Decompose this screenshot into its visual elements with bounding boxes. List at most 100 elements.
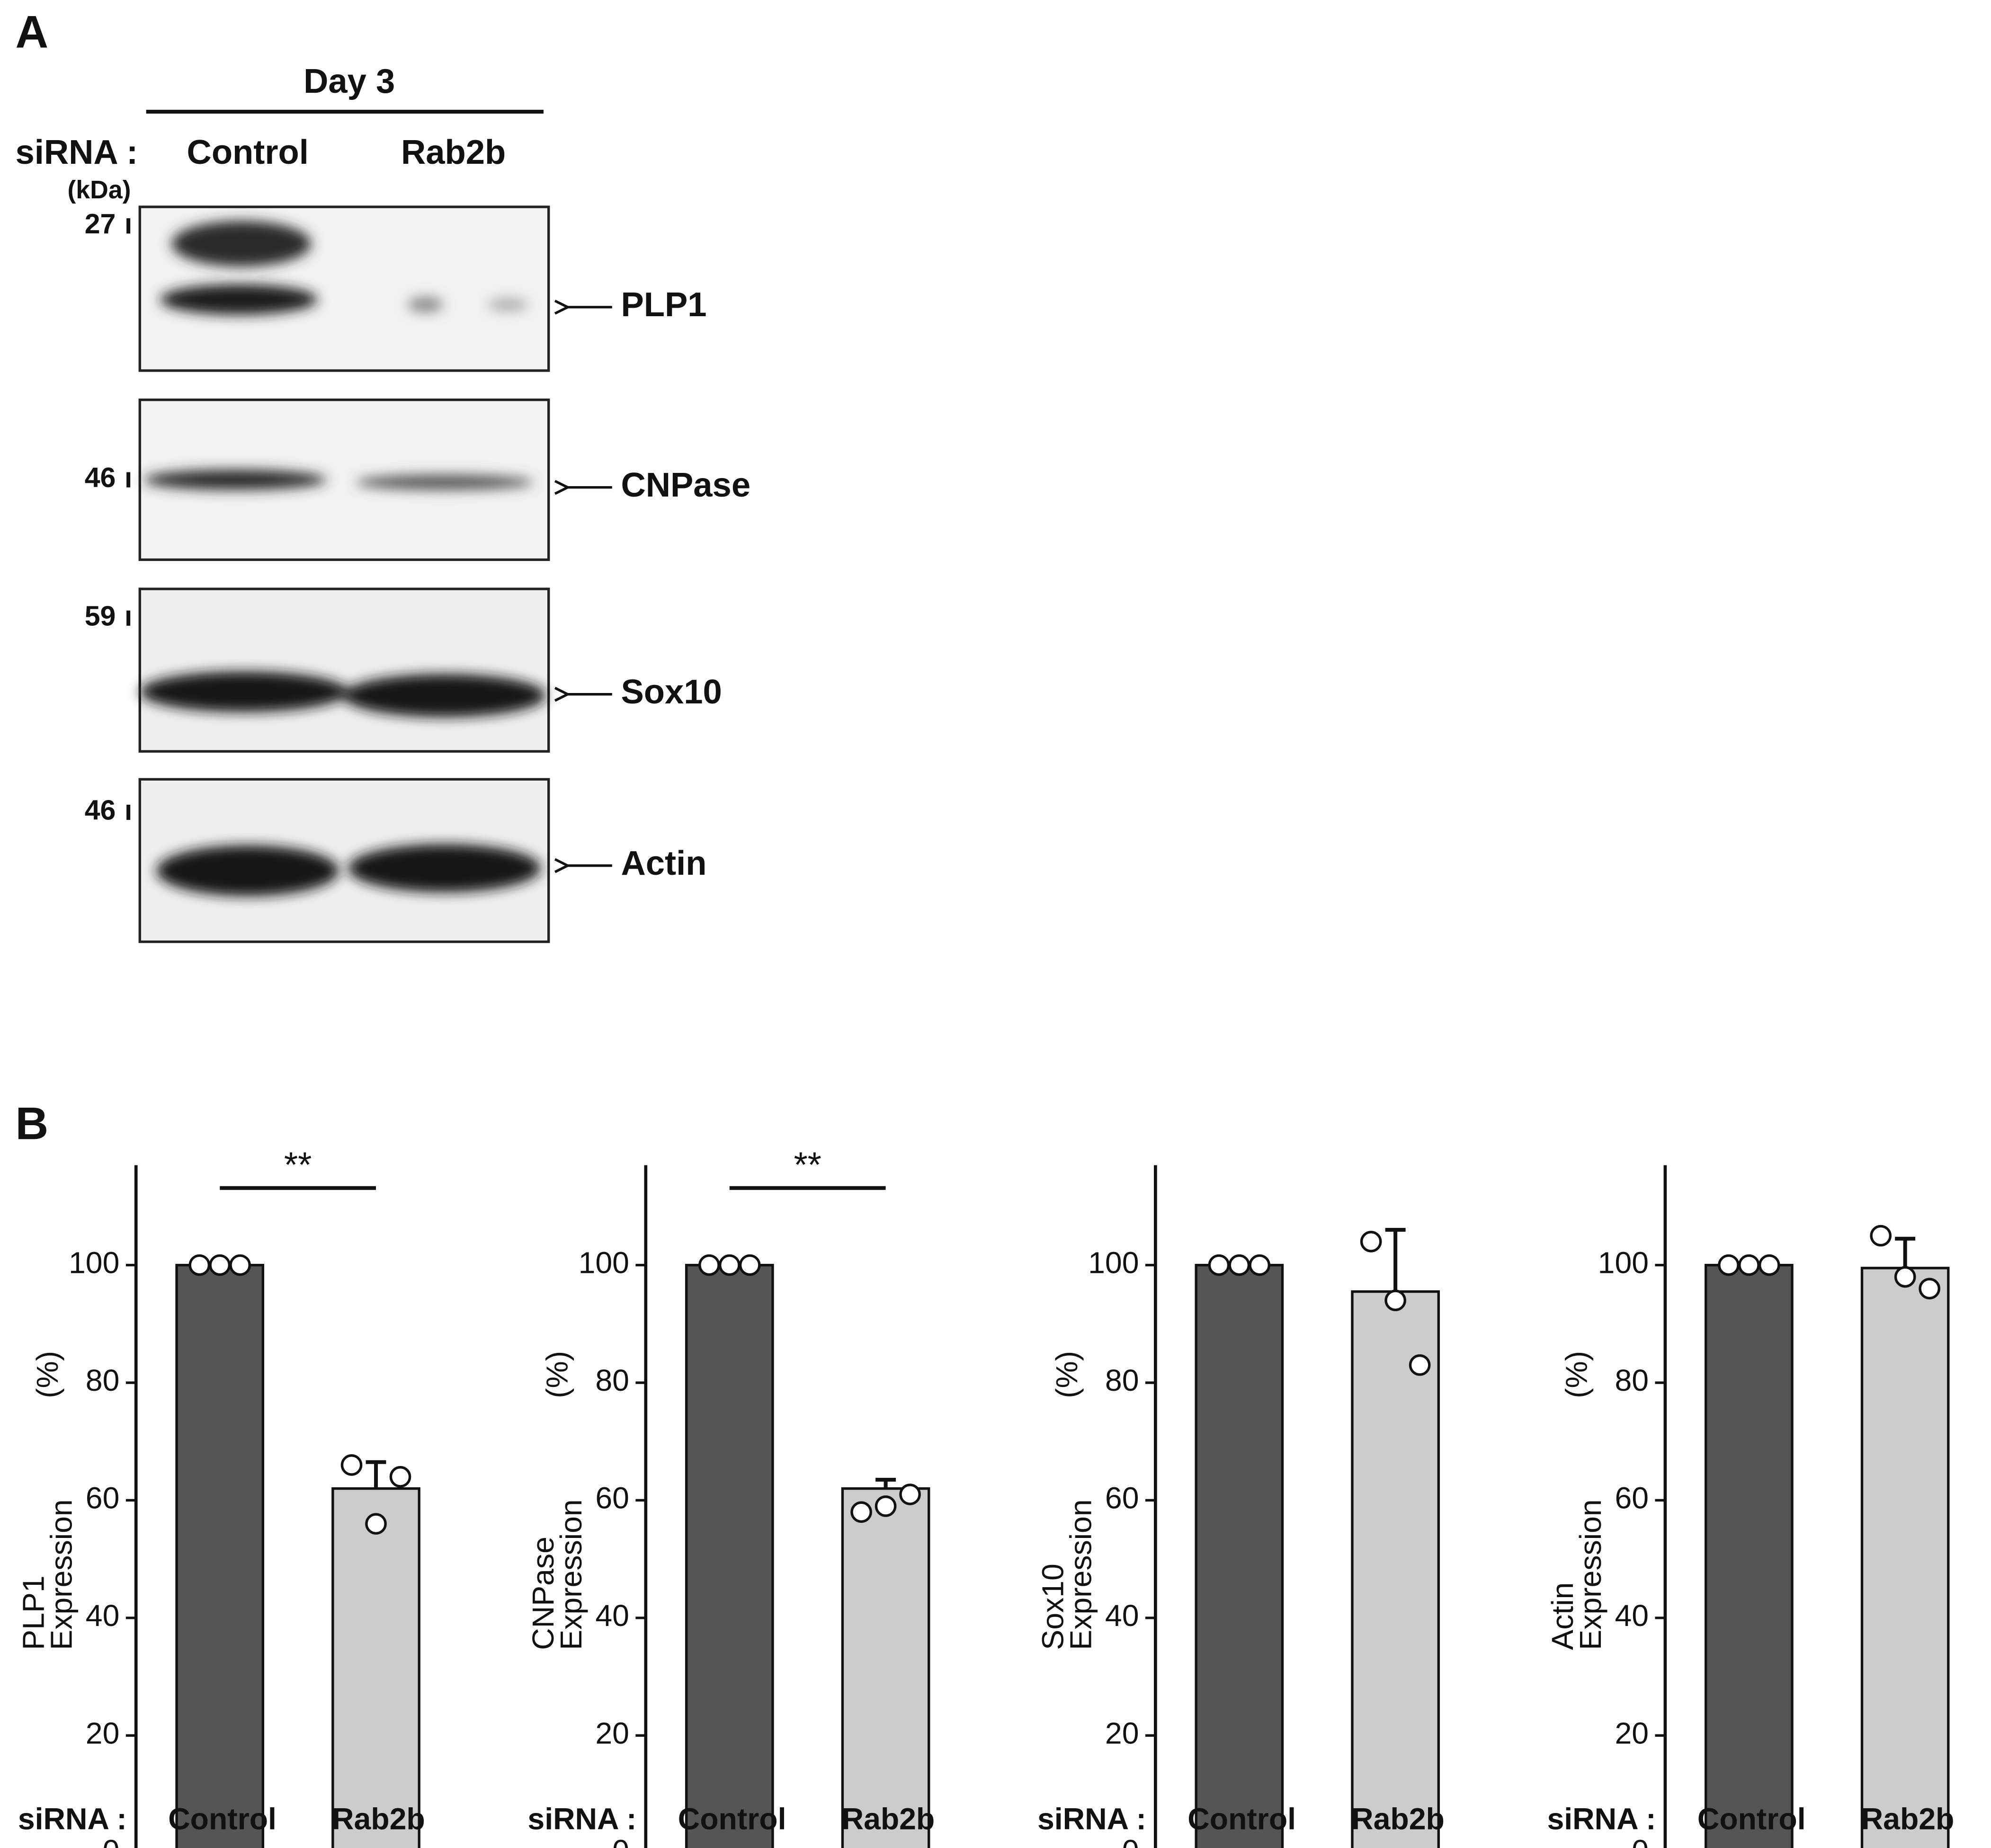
bands bbox=[140, 221, 546, 897]
data-point bbox=[1360, 1231, 1382, 1253]
data-point bbox=[229, 1254, 251, 1276]
protein-label: Sox10 bbox=[621, 673, 722, 711]
data-point bbox=[1738, 1254, 1760, 1276]
y-axis-label: Expression bbox=[1064, 1499, 1098, 1650]
axis-prefix: siRNA : bbox=[1547, 1802, 1656, 1836]
bar bbox=[1195, 1263, 1284, 1848]
y-tick-label: 100 bbox=[1598, 1246, 1649, 1280]
y-axis-label: (%) bbox=[1050, 1351, 1084, 1398]
lane-label: Rab2b bbox=[401, 133, 506, 171]
x-tick-label: Rab2b bbox=[842, 1802, 935, 1836]
data-point bbox=[1228, 1254, 1250, 1276]
y-tick-label: 20 bbox=[1105, 1716, 1139, 1750]
y-tick-label: 60 bbox=[595, 1481, 629, 1515]
bar-chart: Control Rab2b siRNA :0 20 40 60 80 100 CNPaseExp… bbox=[526, 1145, 935, 1848]
panel-label: B bbox=[16, 1099, 49, 1149]
y-tick-label: 20 bbox=[1615, 1716, 1649, 1750]
data-point bbox=[389, 1466, 411, 1488]
significance-label: ** bbox=[284, 1145, 312, 1185]
marker-label: 27 bbox=[85, 209, 116, 240]
y-axis-label: Expression bbox=[554, 1499, 588, 1650]
timepoint: Day 3 bbox=[304, 62, 395, 100]
bar bbox=[331, 1487, 420, 1848]
y-axis-label: (%) bbox=[1560, 1351, 1594, 1398]
y-tick-label: 20 bbox=[86, 1716, 120, 1750]
data-point bbox=[1409, 1354, 1431, 1376]
y-axis-label: PLP1 bbox=[16, 1575, 50, 1650]
bar-chart: Control Rab2b siRNA :0 20 40 60 80 100 Sox10Expr… bbox=[1036, 1165, 1445, 1848]
axis-prefix: siRNA : bbox=[1037, 1802, 1146, 1836]
x-tick-label: Control bbox=[1187, 1802, 1296, 1836]
unit: (kDa) bbox=[67, 176, 131, 204]
data-point bbox=[875, 1495, 897, 1517]
x-tick-label: Rab2b bbox=[332, 1802, 425, 1836]
data-point bbox=[340, 1454, 363, 1476]
data-point bbox=[698, 1254, 720, 1276]
bar bbox=[685, 1263, 774, 1848]
bar bbox=[841, 1487, 930, 1848]
y-tick-label: 40 bbox=[86, 1599, 120, 1633]
data-point bbox=[1718, 1254, 1740, 1276]
axis-prefix: siRNA : bbox=[527, 1802, 636, 1836]
x-tick-label: Control bbox=[1697, 1802, 1806, 1836]
data-point bbox=[1249, 1254, 1271, 1276]
bar bbox=[175, 1263, 265, 1848]
protein-label: CNPase bbox=[621, 466, 751, 504]
y-tick-label: 40 bbox=[595, 1599, 629, 1633]
y-tick-label: 80 bbox=[1615, 1363, 1649, 1397]
data-point bbox=[1919, 1278, 1940, 1300]
y-tick-label: 80 bbox=[86, 1363, 120, 1397]
y-tick-label: 40 bbox=[1105, 1599, 1139, 1633]
marker-label: 46 bbox=[85, 795, 116, 826]
data-point bbox=[899, 1484, 921, 1505]
y-tick-label: 0 bbox=[1632, 1834, 1649, 1848]
data-point bbox=[739, 1254, 761, 1276]
x-tick-label: Control bbox=[678, 1802, 786, 1836]
data-point bbox=[209, 1254, 231, 1276]
y-tick-label: 80 bbox=[1105, 1363, 1139, 1397]
x-tick-label: Rab2b bbox=[1861, 1802, 1955, 1836]
data-point bbox=[1384, 1289, 1406, 1311]
y-tick-label: 40 bbox=[1615, 1599, 1649, 1633]
y-tick-label: 100 bbox=[579, 1246, 629, 1280]
protein-label: Actin bbox=[621, 844, 707, 882]
y-axis-label: Expression bbox=[1573, 1499, 1607, 1650]
x-tick-label: Rab2b bbox=[1351, 1802, 1445, 1836]
significance-label: ** bbox=[794, 1145, 821, 1185]
data-point bbox=[1758, 1254, 1780, 1276]
y-axis-label: Expression bbox=[44, 1499, 78, 1650]
y-tick-label: 100 bbox=[69, 1246, 119, 1280]
data-point bbox=[1208, 1254, 1230, 1276]
marker-label: 59 bbox=[85, 601, 116, 631]
bar bbox=[1705, 1263, 1794, 1848]
y-tick-label: 60 bbox=[1105, 1481, 1139, 1515]
axis-prefix: siRNA : bbox=[18, 1802, 127, 1836]
y-axis-label: (%) bbox=[30, 1351, 64, 1398]
y-tick-label: 80 bbox=[595, 1363, 629, 1397]
bar-chart: Control Rab2b siRNA :0 20 40 60 80 100 PLP1Expre… bbox=[16, 1145, 425, 1848]
data-point bbox=[1894, 1266, 1916, 1288]
data-point bbox=[1870, 1225, 1892, 1247]
y-tick-label: 0 bbox=[103, 1834, 120, 1848]
data-point bbox=[718, 1254, 741, 1276]
blot-box bbox=[138, 587, 550, 753]
y-axis-label: (%) bbox=[540, 1351, 574, 1398]
data-point bbox=[365, 1513, 387, 1535]
blot: Day 3 siRNA : Control Rab2b (kDa) 27 PLP1… bbox=[16, 62, 751, 943]
y-tick-label: 100 bbox=[1088, 1246, 1139, 1280]
y-tick-label: 60 bbox=[1615, 1481, 1649, 1515]
x-tick-label: Control bbox=[168, 1802, 277, 1836]
lane-label: Control bbox=[187, 133, 309, 171]
data-point bbox=[188, 1254, 211, 1276]
data-point bbox=[850, 1501, 872, 1523]
y-tick-label: 60 bbox=[86, 1481, 120, 1515]
bar bbox=[1351, 1290, 1440, 1848]
y-tick-label: 20 bbox=[595, 1716, 629, 1750]
bar-chart: Control Rab2b siRNA :0 20 40 60 80 100 ActinExpr… bbox=[1545, 1165, 1955, 1848]
protein-label: PLP1 bbox=[621, 285, 707, 324]
y-tick-label: 0 bbox=[1122, 1834, 1139, 1848]
panel-label: A bbox=[16, 7, 49, 58]
y-axis-label: CNPase bbox=[526, 1537, 560, 1650]
y-axis-label: Sox10 bbox=[1036, 1564, 1070, 1650]
